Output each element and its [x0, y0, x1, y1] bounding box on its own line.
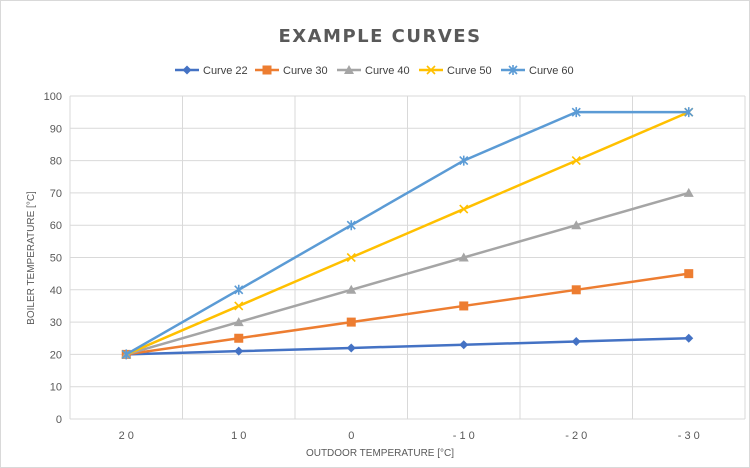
x-tick-label: - 3 0: [678, 430, 700, 442]
series-line: [125, 191, 690, 356]
data-point: [684, 107, 694, 118]
data-point: [121, 349, 131, 360]
y-tick-label: 90: [50, 123, 62, 135]
data-point: [571, 285, 581, 295]
data-point: [234, 333, 244, 343]
series-line: [125, 110, 689, 356]
legend-item: Curve 30: [255, 65, 328, 77]
y-tick-label: 60: [50, 220, 62, 232]
legend-label: Curve 50: [447, 65, 492, 77]
y-axis-label: BOILER TEMPERATURE [°C]: [26, 191, 37, 325]
data-point: [346, 220, 356, 231]
x-tick-label: 0: [348, 430, 354, 442]
legend-item: Curve 50: [419, 65, 492, 77]
legend-marker: [182, 65, 192, 75]
legend-item: Curve 40: [337, 65, 410, 77]
data-point: [571, 156, 581, 166]
data-point: [346, 284, 357, 294]
y-tick-label: 40: [50, 285, 62, 297]
legend-marker: [508, 65, 518, 75]
series-line: [126, 272, 689, 356]
y-tick-label: 0: [56, 414, 62, 426]
axes: 0 10 20 30 40 50 60 70 80 90 100 2 0 1 0 0 - 1 0 - 2 0 -…: [44, 91, 700, 442]
y-tick-label: 80: [50, 156, 62, 168]
chart-title: EXAMPLE CURVES: [278, 26, 481, 47]
legend-marker: [262, 65, 272, 75]
y-tick-label: 20: [50, 349, 62, 361]
legend-label: Curve 30: [283, 65, 328, 77]
data-point: [571, 336, 581, 346]
data-point: [684, 269, 694, 279]
data-point: [571, 220, 582, 230]
y-tick-label: 50: [50, 253, 62, 265]
legend-label: Curve 22: [203, 65, 248, 77]
data-point: [234, 284, 244, 295]
y-tick-label: 30: [50, 317, 62, 329]
x-tick-label: 1 0: [231, 430, 246, 442]
x-tick-label: - 1 0: [453, 430, 475, 442]
series-line: [126, 337, 689, 356]
y-tick-label: 70: [50, 188, 62, 200]
data-point: [683, 187, 694, 197]
data-point: [684, 333, 694, 343]
legend-marker: [344, 65, 354, 74]
data-point: [346, 252, 356, 263]
data-point: [458, 252, 469, 262]
gridlines: [69, 95, 746, 420]
data-point: [459, 155, 469, 166]
data-point: [459, 301, 469, 311]
legend-marker: [426, 65, 436, 75]
y-tick-label: 100: [44, 91, 62, 103]
series-group: [121, 107, 694, 360]
legend-item: Curve 22: [175, 65, 248, 77]
legend-item: Curve 60: [501, 65, 574, 77]
x-tick-label: 2 0: [119, 430, 134, 442]
y-tick-label: 10: [50, 382, 62, 394]
data-point: [571, 107, 581, 118]
data-point: [233, 317, 244, 327]
series-line: [125, 111, 690, 356]
data-point: [459, 204, 469, 214]
x-tick-label: - 2 0: [565, 430, 587, 442]
x-axis-label: OUTDOOR TEMPERATURE [°C]: [306, 448, 454, 459]
series-curve-60: [121, 107, 694, 360]
data-point: [346, 343, 356, 353]
data-point: [459, 340, 469, 350]
data-point: [234, 346, 244, 356]
data-point: [346, 317, 356, 327]
legend-label: Curve 40: [365, 65, 410, 77]
data-point: [234, 301, 244, 311]
legend: Curve 22 Curve 30 Curve 40 Curve 50 Curve 60: [175, 65, 574, 77]
legend-label: Curve 60: [529, 65, 574, 77]
